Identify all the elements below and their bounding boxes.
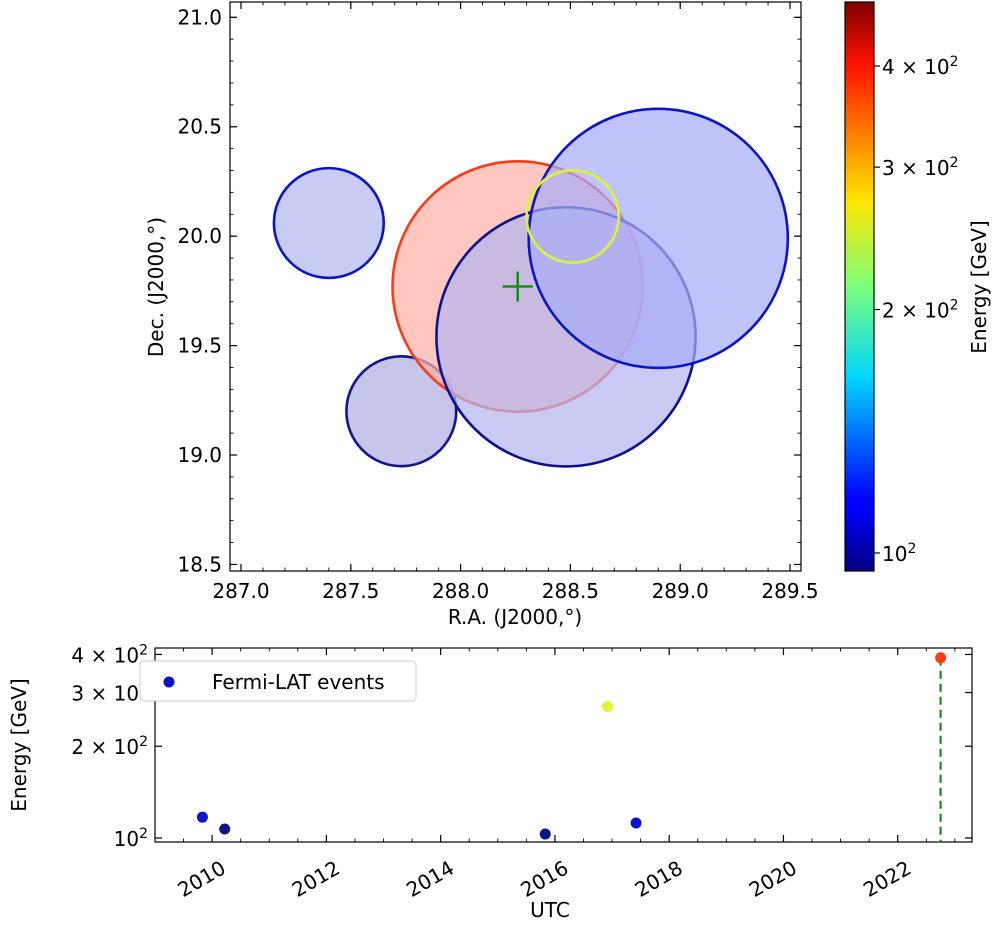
colorbar-label: Energy [GeV] bbox=[967, 220, 991, 353]
x-tick-label: 2014 bbox=[402, 856, 458, 902]
legend-label: Fermi-LAT events bbox=[212, 670, 385, 694]
event-circle-0 bbox=[272, 166, 386, 280]
x-tick-label: 2020 bbox=[745, 856, 801, 902]
x-tick-label: 289.0 bbox=[652, 579, 709, 603]
colorbar-tick-label: 102 bbox=[882, 541, 916, 566]
y-tick-label: 20.0 bbox=[177, 224, 222, 248]
event-circle-4 bbox=[527, 107, 790, 370]
y-tick-label: 19.5 bbox=[177, 334, 222, 358]
event-point-1 bbox=[219, 823, 231, 835]
colorbar: 102 2 × 102 3 × 102 4 × 102 Energy [GeV] bbox=[844, 1, 991, 572]
x-tick-label: 2022 bbox=[859, 856, 915, 902]
skymap-y-ticks: 18.5 19.0 19.5 20.0 20.5 21.0 bbox=[177, 5, 801, 576]
timeseries-y-axis-label: Energy [GeV] bbox=[7, 678, 31, 811]
x-tick-label: 287.5 bbox=[322, 579, 379, 603]
legend-box bbox=[139, 660, 417, 702]
x-tick-label: 288.5 bbox=[542, 579, 599, 603]
x-tick-label: 2012 bbox=[288, 856, 344, 902]
timeseries-frame bbox=[154, 647, 973, 843]
x-tick-label: 287.0 bbox=[212, 579, 269, 603]
colorbar-tick-label: 2 × 102 bbox=[882, 298, 959, 323]
event-point-2 bbox=[539, 828, 551, 840]
y-tick-label: 102 bbox=[114, 826, 148, 851]
colorbar-tick-label: 4 × 102 bbox=[882, 54, 959, 79]
x-tick-label: 2010 bbox=[174, 856, 230, 902]
x-tick-label: 288.0 bbox=[432, 579, 489, 603]
event-point-5 bbox=[935, 652, 947, 664]
timeseries-panel: 2010 2012 2014 2016 2018 2020 2022 102 2 × 102 3… bbox=[7, 642, 973, 922]
event-point-0 bbox=[196, 811, 208, 823]
y-tick-label: 19.0 bbox=[177, 443, 222, 467]
colorbar-ticks: 102 2 × 102 3 × 102 4 × 102 bbox=[874, 54, 959, 566]
colorbar-tick-label: 3 × 102 bbox=[882, 155, 959, 180]
legend: Fermi-LAT events bbox=[139, 660, 417, 702]
skymap-x-axis-label: R.A. (J2000,°) bbox=[448, 605, 582, 629]
skymap-y-axis-label: Dec. (J2000,°) bbox=[144, 217, 168, 357]
timeseries-x-axis-label: UTC bbox=[530, 898, 570, 922]
event-point-3 bbox=[601, 700, 613, 712]
y-tick-label: 20.5 bbox=[177, 115, 222, 139]
y-tick-label: 3 × 102 bbox=[71, 681, 148, 706]
source-marker-group bbox=[502, 271, 533, 302]
skymap-panel: 287.0 287.5 288.0 288.5 289.0 289.5 18.519.01… bbox=[144, 1, 819, 629]
event-circle-1 bbox=[345, 355, 458, 468]
y-tick-label: 18.5 bbox=[177, 552, 222, 576]
y-tick-label: 21.0 bbox=[177, 5, 222, 29]
y-tick-label: 2 × 102 bbox=[71, 734, 148, 759]
skymap-frame bbox=[229, 1, 802, 572]
timeseries-y-ticks: 102 2 × 102 3 × 102 4 × 102 bbox=[71, 642, 972, 851]
x-tick-label: 2018 bbox=[631, 856, 687, 902]
x-tick-label: 289.5 bbox=[761, 579, 818, 603]
legend-marker bbox=[163, 676, 175, 688]
timeseries-points bbox=[196, 652, 947, 840]
colorbar-gradient bbox=[844, 1, 875, 572]
x-tick-label: 2016 bbox=[516, 856, 572, 902]
skymap-x-ticks: 287.0 287.5 288.0 288.5 289.0 289.5 bbox=[212, 2, 819, 603]
event-point-4 bbox=[630, 817, 642, 829]
y-tick-label: 4 × 102 bbox=[71, 642, 148, 667]
event-circle-5 bbox=[525, 169, 621, 264]
